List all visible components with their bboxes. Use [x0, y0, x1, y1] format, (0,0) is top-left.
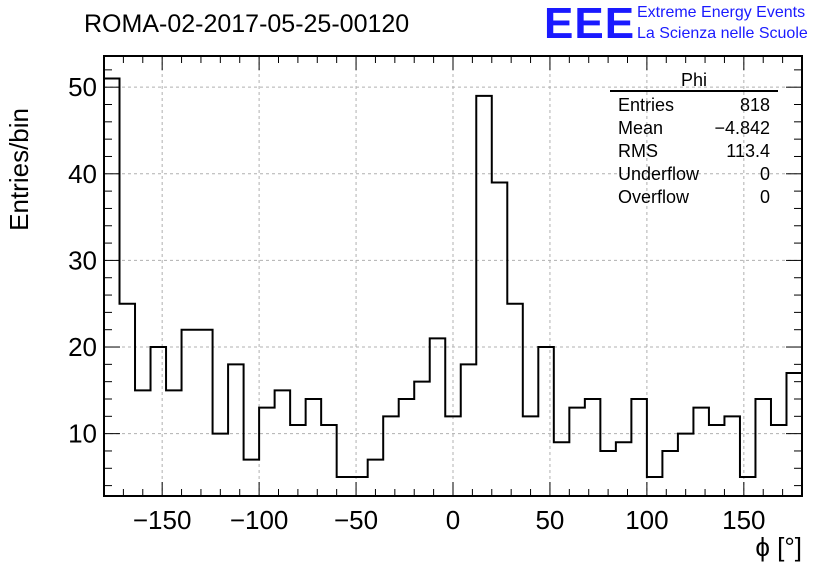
stats-row-underflow: Underflow 0	[610, 163, 778, 186]
histogram-bin	[476, 96, 492, 496]
histogram-bin	[368, 460, 384, 496]
stats-value: 0	[759, 187, 770, 207]
histogram-bin	[275, 390, 291, 496]
histogram-bin	[228, 364, 244, 496]
plot-frame	[103, 55, 803, 497]
histogram-bin	[399, 399, 415, 496]
stats-label: Entries	[618, 95, 675, 115]
stats-value: −4.842	[714, 118, 770, 138]
x-tick-label: −50	[334, 505, 378, 535]
stats-row-entries: Entries 818	[610, 94, 778, 117]
x-tick-label: −100	[230, 505, 289, 535]
stats-label: Mean	[618, 118, 664, 138]
y-tick-label: 50	[68, 72, 97, 102]
x-tick-label: 0	[446, 505, 460, 535]
histogram-bin	[352, 477, 368, 496]
y-tick-label: 40	[68, 159, 97, 189]
histogram-bin	[321, 425, 337, 496]
histogram-bin	[647, 477, 663, 496]
stats-value: 113.4	[726, 141, 770, 161]
histogram-bin	[771, 425, 787, 496]
stats-label: Overflow	[618, 187, 690, 207]
stats-label: RMS	[618, 141, 658, 161]
histogram-bin	[786, 373, 802, 496]
histogram-bin	[755, 399, 771, 496]
x-tick-label: −150	[133, 505, 192, 535]
stats-row-mean: Mean −4.842	[610, 117, 778, 140]
histogram-bin	[724, 416, 740, 496]
y-tick-label: 20	[68, 332, 97, 362]
histogram-bin	[337, 477, 353, 496]
logo-line-1: Extreme Energy Events	[637, 4, 806, 21]
histogram-bin	[616, 442, 632, 496]
histogram-bin	[538, 347, 554, 496]
histogram-bin	[120, 304, 136, 496]
stats-value: 818	[739, 95, 770, 115]
stats-row-overflow: Overflow 0	[610, 186, 778, 209]
histogram-bin	[182, 330, 198, 496]
x-tick-label: 100	[625, 505, 668, 535]
histogram-bin	[523, 416, 539, 496]
histogram-bin	[166, 390, 182, 496]
x-axis-label: ϕ [°]	[755, 532, 802, 562]
histogram-bin	[213, 434, 229, 496]
histogram-bin	[244, 460, 260, 496]
stats-box: Phi Entries 818 Mean −4.842 RMS 113.4 Under…	[610, 70, 778, 209]
histogram-bin	[461, 364, 477, 496]
stats-value: 0	[759, 164, 770, 184]
histogram-bin	[151, 347, 167, 496]
logo-caption: Extreme Energy Events La Scienza nelle S…	[637, 2, 808, 44]
histogram-bin	[662, 451, 678, 496]
stats-row-rms: RMS 113.4	[610, 140, 778, 163]
histogram-bin	[554, 442, 570, 496]
histogram-bin	[585, 399, 601, 496]
histogram-bin	[414, 382, 430, 496]
histogram-bin	[631, 399, 647, 496]
histogram-bin	[709, 425, 725, 496]
histogram-bin	[104, 79, 120, 496]
histogram-bin	[693, 408, 709, 496]
histogram-bin	[383, 416, 399, 496]
x-tick-label: 150	[722, 505, 765, 535]
histogram-bin	[430, 338, 446, 496]
y-tick-label: 30	[68, 245, 97, 275]
histogram-bin	[306, 399, 322, 496]
eee-logo: EEE	[544, 0, 636, 48]
x-tick-label: 50	[535, 505, 564, 535]
histogram-outline	[103, 77, 803, 496]
y-axis-label-text: Entries/bin	[4, 108, 34, 231]
stats-label: Underflow	[618, 164, 700, 184]
stats-title: Phi	[610, 70, 778, 92]
histogram-bin	[678, 434, 694, 496]
histogram-bin	[569, 408, 585, 496]
histogram-bin	[740, 477, 756, 496]
histogram-bin	[492, 182, 508, 496]
histogram-bin	[507, 304, 523, 496]
histogram-bin	[600, 451, 616, 496]
histogram-bin	[197, 330, 213, 496]
logo-line-2: La Scienza nelle Scuole	[637, 25, 808, 42]
y-tick-label: 10	[68, 419, 97, 449]
histogram-bin	[445, 416, 461, 496]
histogram-bin	[290, 425, 306, 496]
histogram-bin	[135, 390, 151, 496]
y-axis-label: Entries/bin	[4, 108, 44, 231]
chart-title: ROMA-02-2017-05-25-00120	[84, 10, 410, 38]
histogram-bin	[259, 408, 275, 496]
